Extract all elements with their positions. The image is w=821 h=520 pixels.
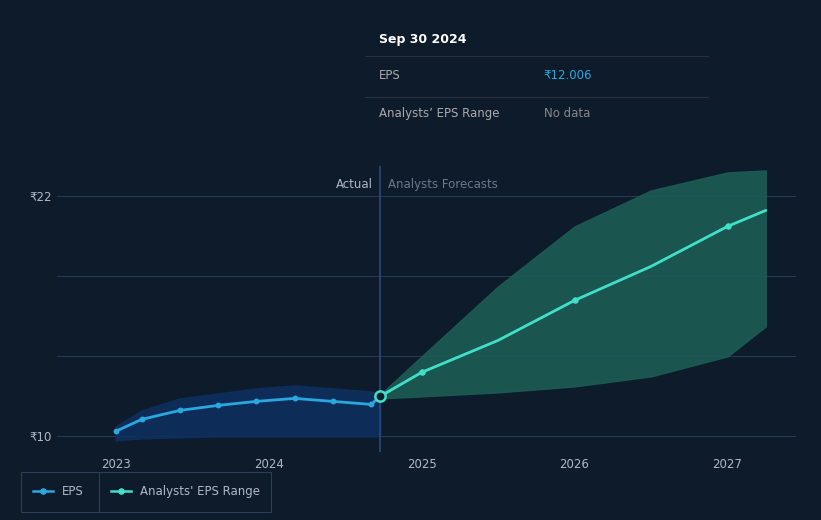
Point xyxy=(326,397,339,406)
Point xyxy=(374,392,387,400)
Point xyxy=(365,400,378,409)
Point xyxy=(109,427,122,436)
FancyBboxPatch shape xyxy=(21,472,99,512)
FancyBboxPatch shape xyxy=(99,472,271,512)
Point xyxy=(288,394,301,402)
Text: Analysts’ EPS Range: Analysts’ EPS Range xyxy=(379,107,499,120)
Point xyxy=(173,406,186,414)
Point xyxy=(568,296,581,305)
Point xyxy=(135,415,148,424)
Point xyxy=(250,397,263,406)
Text: No data: No data xyxy=(544,107,590,120)
Point xyxy=(115,487,128,496)
Text: ₹12.006: ₹12.006 xyxy=(544,69,592,82)
Text: EPS: EPS xyxy=(62,485,83,498)
Point xyxy=(212,401,225,410)
Text: Sep 30 2024: Sep 30 2024 xyxy=(379,33,466,46)
Point xyxy=(37,487,50,496)
Text: Actual: Actual xyxy=(336,178,373,191)
Text: Analysts Forecasts: Analysts Forecasts xyxy=(388,178,498,191)
Text: Analysts' EPS Range: Analysts' EPS Range xyxy=(140,485,259,498)
Text: EPS: EPS xyxy=(379,69,401,82)
Point xyxy=(721,222,734,230)
Point xyxy=(415,368,428,376)
